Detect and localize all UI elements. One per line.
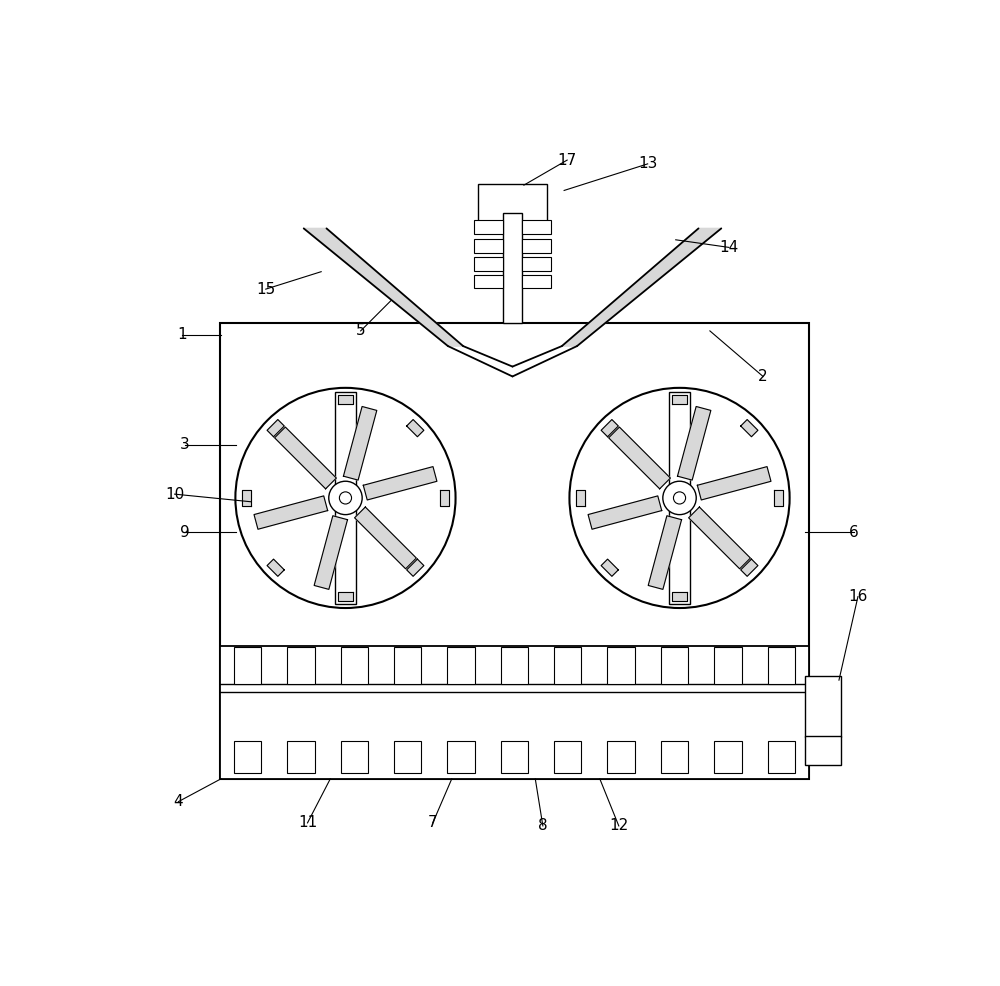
Polygon shape [741, 420, 758, 437]
Circle shape [329, 481, 362, 515]
Polygon shape [741, 559, 758, 576]
Text: 12: 12 [609, 818, 628, 833]
Text: 9: 9 [180, 525, 189, 539]
Polygon shape [254, 496, 328, 529]
Text: 4: 4 [174, 794, 183, 810]
Bar [522, 257, 551, 271]
Bar [503, 213, 522, 323]
Bar [669, 391, 690, 604]
Polygon shape [588, 496, 662, 529]
Bar [805, 676, 841, 738]
Polygon shape [601, 420, 618, 437]
Bar [522, 220, 551, 234]
Circle shape [569, 387, 790, 608]
Bar [234, 648, 261, 684]
Polygon shape [267, 420, 284, 437]
Bar [234, 740, 261, 773]
Text: 6: 6 [849, 525, 859, 539]
Bar [474, 275, 503, 288]
Bar [287, 648, 315, 684]
Polygon shape [601, 559, 618, 576]
Circle shape [673, 492, 686, 504]
Bar [805, 737, 841, 765]
Text: 8: 8 [538, 818, 548, 833]
Polygon shape [678, 406, 711, 480]
Polygon shape [407, 420, 424, 437]
Text: 3: 3 [180, 437, 189, 453]
Bar [474, 220, 503, 234]
Polygon shape [304, 229, 463, 346]
Polygon shape [440, 490, 449, 506]
Polygon shape [407, 559, 424, 576]
Polygon shape [609, 427, 670, 489]
Circle shape [235, 387, 456, 608]
Bar [768, 648, 795, 684]
Text: 14: 14 [719, 240, 739, 255]
Text: 5: 5 [356, 323, 365, 338]
Bar [394, 648, 421, 684]
Circle shape [663, 481, 696, 515]
Bar [335, 391, 356, 604]
Bar [768, 740, 795, 773]
Text: 15: 15 [256, 282, 275, 297]
Bar [474, 239, 503, 252]
Bar [341, 740, 368, 773]
Polygon shape [338, 592, 353, 601]
Text: 13: 13 [638, 157, 657, 172]
Bar [501, 740, 528, 773]
Polygon shape [672, 394, 687, 404]
Polygon shape [672, 592, 687, 601]
Bar [447, 740, 475, 773]
Polygon shape [338, 394, 353, 404]
Bar [478, 184, 547, 221]
Bar [287, 740, 315, 773]
Text: 11: 11 [298, 815, 317, 830]
Bar [554, 740, 581, 773]
Bar [607, 740, 635, 773]
Bar [220, 323, 809, 779]
Bar [661, 648, 688, 684]
Bar [661, 740, 688, 773]
Bar [714, 740, 742, 773]
Bar [554, 648, 581, 684]
Polygon shape [242, 490, 251, 506]
Polygon shape [363, 466, 437, 500]
Circle shape [339, 492, 352, 504]
Bar [714, 648, 742, 684]
Text: 10: 10 [165, 487, 184, 502]
Polygon shape [314, 516, 347, 590]
Bar [607, 648, 635, 684]
Bar [220, 646, 809, 779]
Bar [341, 648, 368, 684]
Polygon shape [562, 229, 721, 346]
Polygon shape [355, 507, 416, 569]
Polygon shape [275, 427, 336, 489]
Polygon shape [576, 490, 585, 506]
Text: 16: 16 [848, 589, 868, 604]
Bar [522, 239, 551, 252]
Polygon shape [267, 559, 284, 576]
Bar [522, 275, 551, 288]
Bar [501, 648, 528, 684]
Polygon shape [689, 507, 750, 569]
Text: 7: 7 [428, 815, 438, 830]
Bar [447, 648, 475, 684]
Polygon shape [648, 516, 682, 590]
Text: 1: 1 [177, 327, 187, 342]
Text: 2: 2 [758, 369, 768, 384]
Bar [474, 257, 503, 271]
Bar [394, 740, 421, 773]
Polygon shape [343, 406, 377, 480]
Text: 17: 17 [558, 153, 577, 168]
Polygon shape [774, 490, 783, 506]
Polygon shape [697, 466, 771, 500]
